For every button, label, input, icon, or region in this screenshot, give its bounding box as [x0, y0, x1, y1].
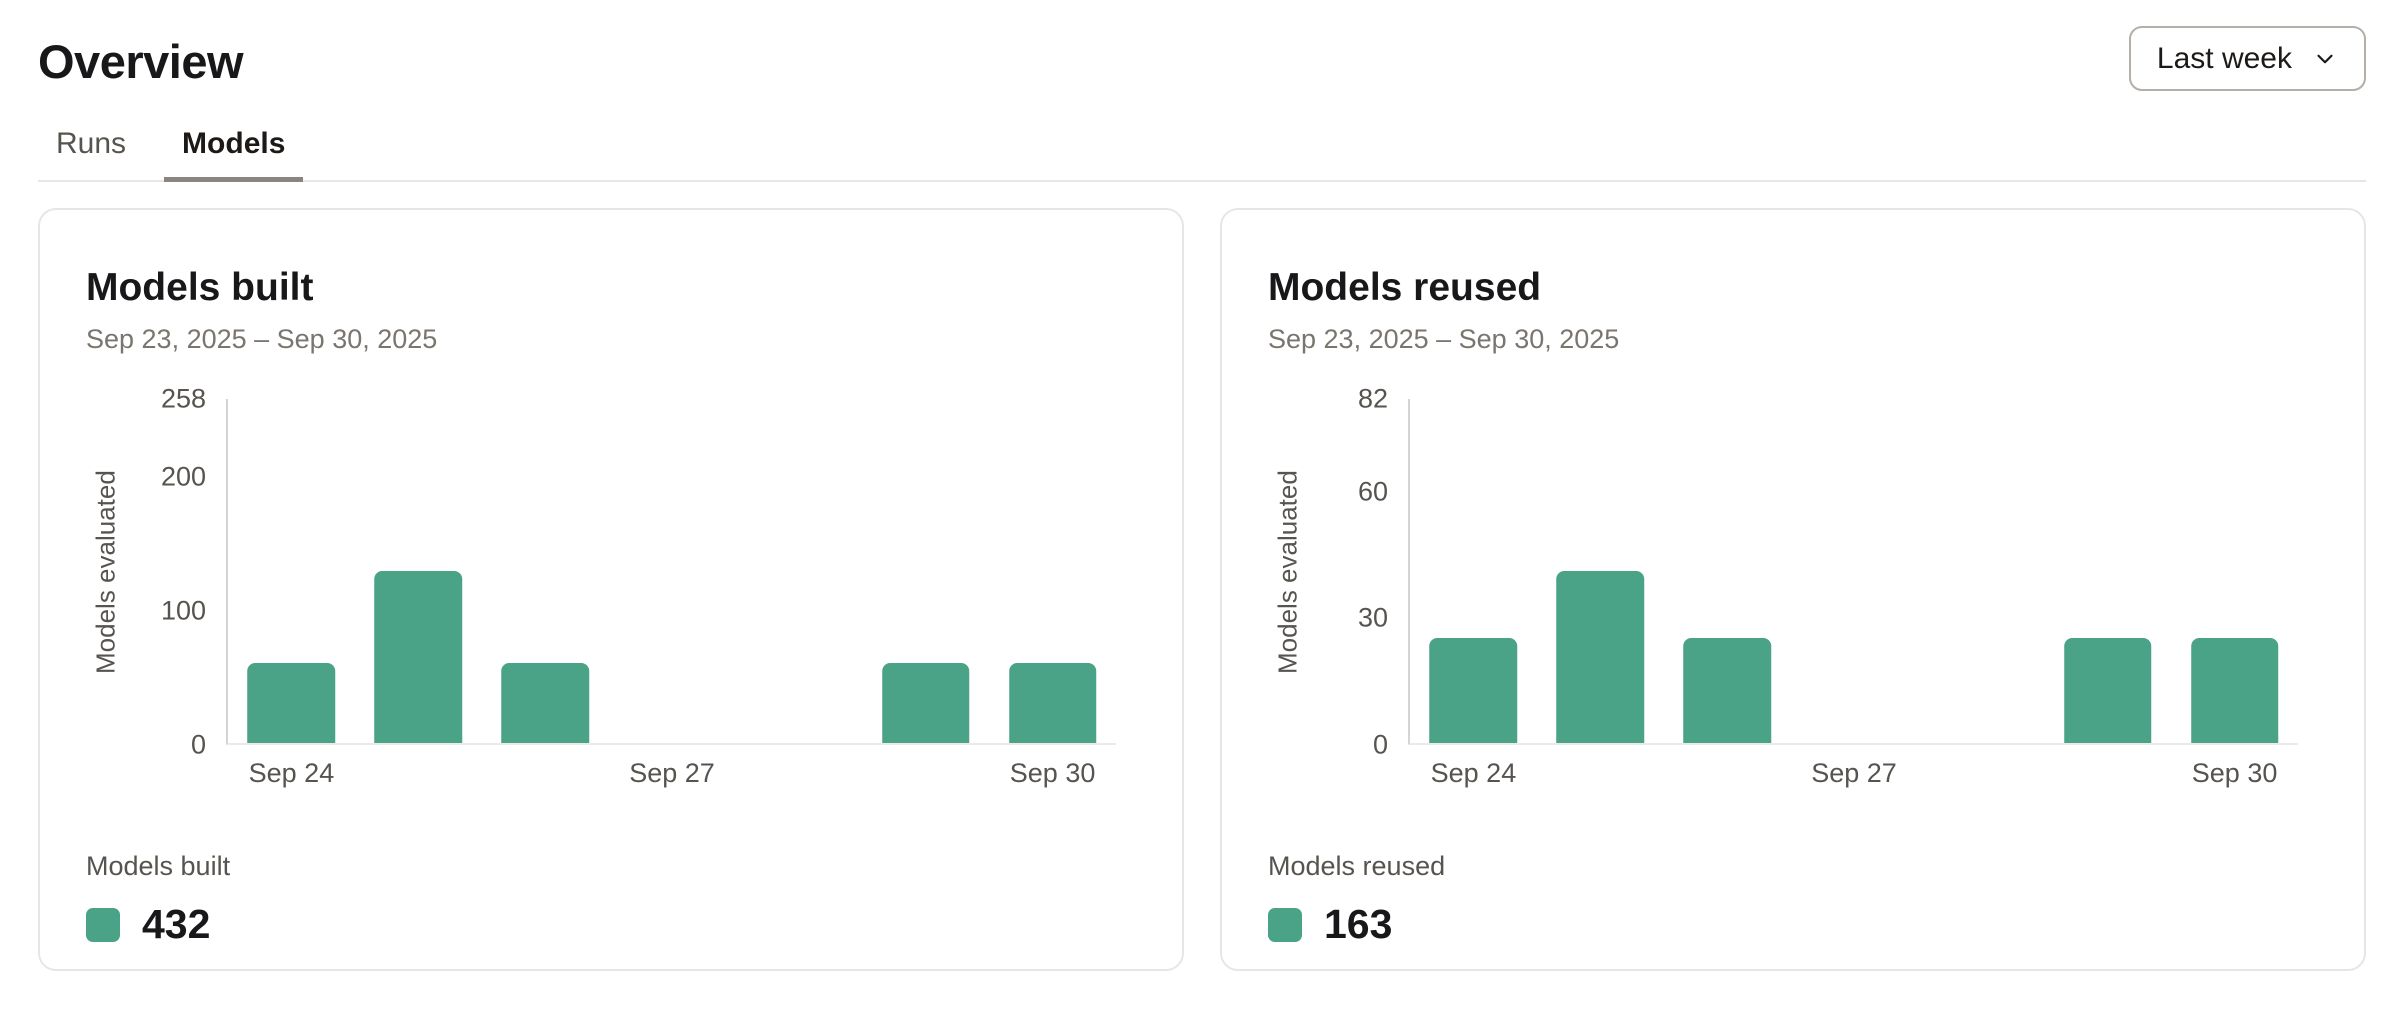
card-date-range: Sep 23, 2025 – Sep 30, 2025	[1268, 324, 1620, 354]
models-reused-card: Models reused Sep 23, 2025 – Sep 30, 202…	[1220, 208, 2366, 971]
x-tick-sep-30: Sep 30	[1009, 758, 1096, 788]
card-date-range: Sep 23, 2025 – Sep 30, 2025	[86, 324, 438, 354]
bar-sep-24	[247, 663, 336, 743]
tab-models[interactable]: Models	[164, 127, 304, 182]
bar-sep-25	[374, 571, 463, 743]
legend: Models built 432	[86, 851, 1136, 945]
chevron-down-icon	[2312, 46, 2338, 72]
y-tick-258: 258	[160, 383, 206, 414]
models-built-chart: Models evaluated 0 100 200 258 Sep 24 Sep 27…	[86, 385, 1136, 788]
tab-runs[interactable]: Runs	[38, 127, 144, 182]
legend-label: Models built	[86, 851, 231, 881]
y-tick-60: 60	[1357, 476, 1388, 507]
y-tick-200: 200	[160, 461, 206, 492]
legend-row: 432	[86, 904, 1136, 945]
y-axis-ticks: 0 30 60 82	[1308, 385, 1408, 758]
bar-sep-25	[1556, 571, 1645, 743]
legend-value: 163	[1324, 901, 1393, 947]
overview-page: Overview Last week Runs Models Models bu…	[38, 26, 2366, 971]
y-tick-0: 0	[1372, 729, 1388, 760]
bar-sep-24	[1429, 638, 1518, 743]
legend-swatch	[86, 907, 120, 942]
y-tick-30: 30	[1357, 602, 1388, 633]
x-tick-sep-27: Sep 27	[629, 758, 715, 788]
plot-area: Sep 24 Sep 27 Sep 30	[1408, 399, 2298, 788]
legend-row: 163	[1268, 904, 2318, 945]
x-tick-sep-24: Sep 24	[248, 758, 335, 788]
card-title: Models built	[86, 266, 314, 309]
cards-row: Models built Sep 23, 2025 – Sep 30, 2025…	[38, 208, 2366, 971]
x-tick-sep-24: Sep 24	[1430, 758, 1517, 788]
legend-label: Models reused	[1268, 851, 1446, 881]
y-axis-label: Models evaluated	[90, 470, 121, 674]
y-tick-100: 100	[160, 595, 206, 626]
legend: Models reused 163	[1268, 851, 2318, 945]
y-axis-ticks: 0 100 200 258	[126, 385, 226, 758]
legend-swatch	[1268, 907, 1302, 942]
time-range-dropdown[interactable]: Last week	[2128, 26, 2366, 91]
plot-area: Sep 24 Sep 27 Sep 30	[226, 399, 1116, 788]
top-bar: Overview Last week	[38, 26, 2366, 91]
tab-bar: Runs Models	[38, 127, 2366, 182]
time-range-value: Last week	[2156, 41, 2292, 75]
bar-sep-29	[2063, 638, 2152, 743]
models-reused-chart: Models evaluated 0 30 60 82 Sep 24 Sep 27 Sep…	[1268, 385, 2318, 788]
bar-sep-29	[881, 663, 970, 743]
x-tick-sep-30: Sep 30	[2191, 758, 2278, 788]
bar-sep-30	[2190, 638, 2279, 743]
legend-value: 432	[142, 901, 211, 947]
card-title: Models reused	[1268, 266, 1542, 309]
y-tick-0: 0	[190, 729, 206, 760]
y-axis-label: Models evaluated	[1272, 470, 1303, 674]
bar-sep-30	[1008, 663, 1097, 743]
page-title: Overview	[38, 35, 244, 88]
x-tick-sep-27: Sep 27	[1811, 758, 1897, 788]
bar-sep-26	[1683, 638, 1771, 743]
y-tick-82: 82	[1357, 383, 1388, 414]
models-built-card: Models built Sep 23, 2025 – Sep 30, 2025…	[38, 208, 1184, 971]
bar-sep-26	[501, 663, 589, 743]
